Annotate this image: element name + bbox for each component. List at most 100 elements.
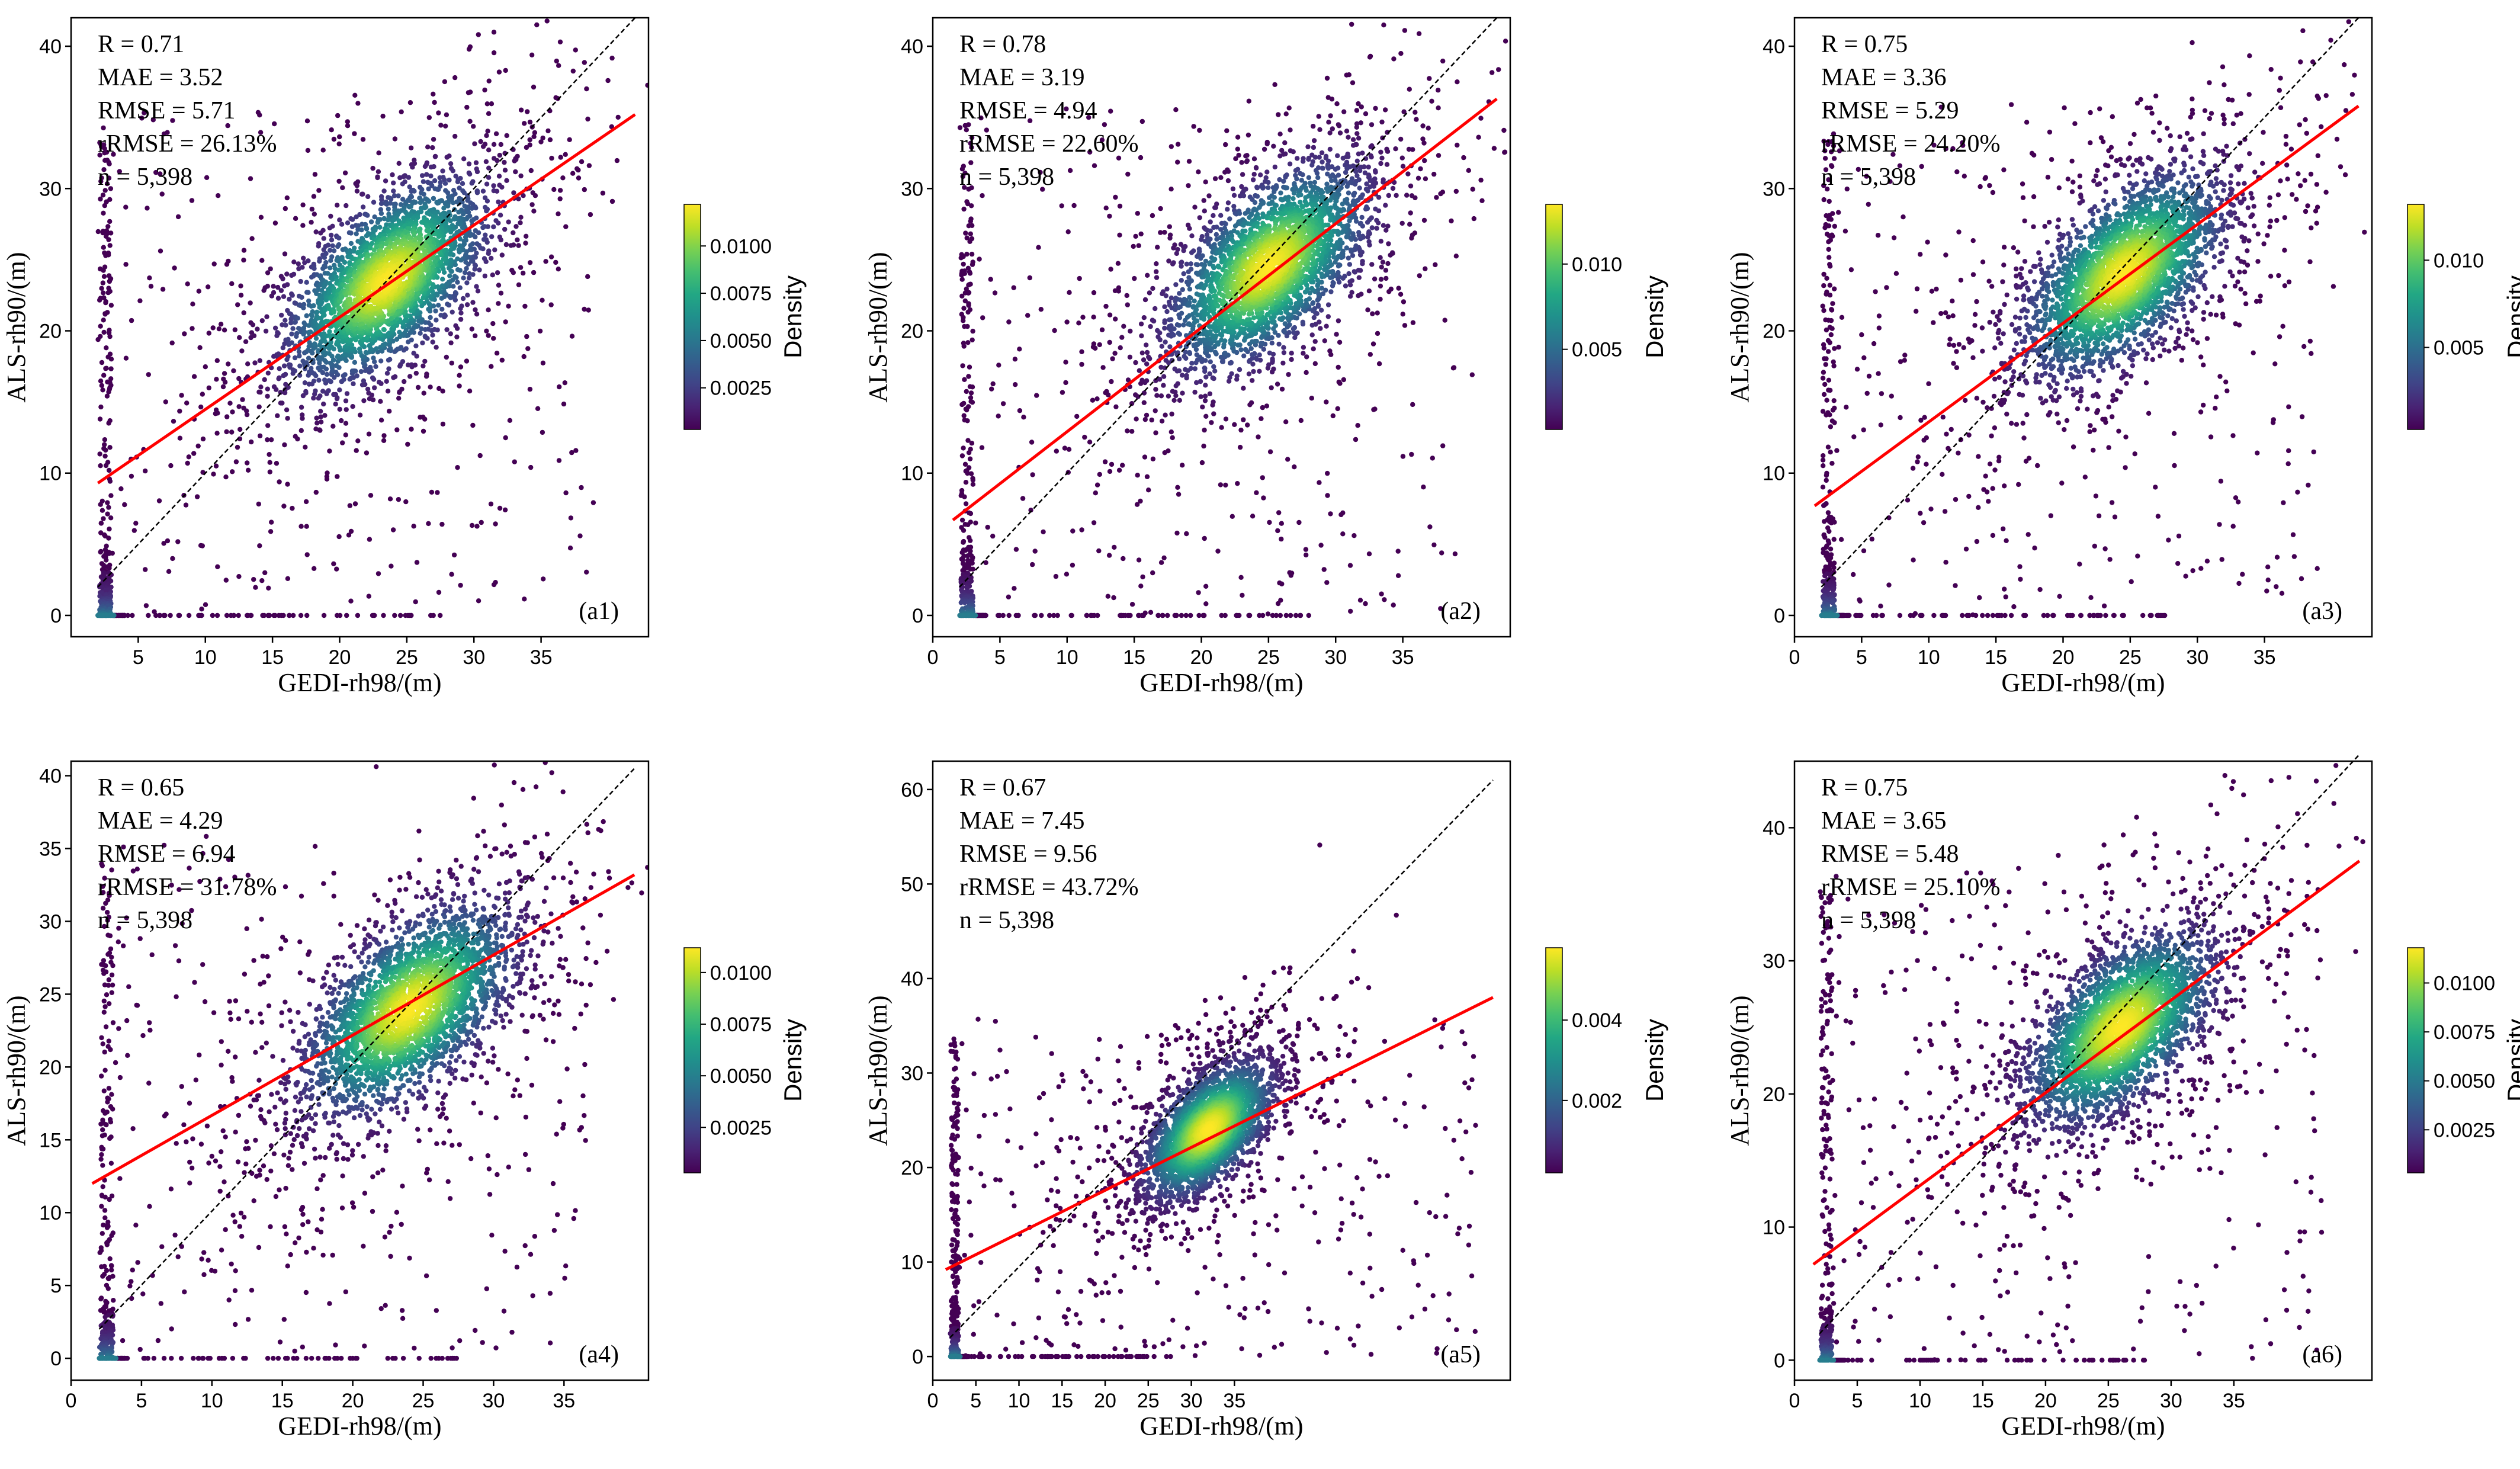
data-point <box>259 258 265 263</box>
data-point <box>1060 390 1065 395</box>
data-point <box>521 193 526 198</box>
data-point <box>445 203 451 209</box>
data-point <box>1175 246 1180 252</box>
data-point <box>467 118 473 124</box>
data-point <box>967 307 973 312</box>
data-point <box>352 501 358 506</box>
data-point <box>103 447 108 453</box>
data-point <box>238 293 244 298</box>
data-point <box>1188 612 1193 618</box>
data-point <box>1283 151 1288 156</box>
data-point <box>313 229 319 235</box>
data-point <box>381 216 387 222</box>
data-point <box>563 152 568 157</box>
data-point <box>968 231 973 236</box>
data-point <box>1129 602 1135 607</box>
data-point <box>1246 371 1252 377</box>
data-point <box>1153 306 1158 312</box>
data-point <box>463 235 468 240</box>
colorbar-tick-label: 0.0075 <box>710 283 772 305</box>
data-point <box>143 603 149 608</box>
data-point <box>482 195 488 201</box>
data-point <box>1305 144 1311 149</box>
data-point <box>1080 315 1086 320</box>
data-point <box>496 174 502 179</box>
data-point <box>354 214 359 220</box>
data-point <box>1304 552 1309 558</box>
data-point <box>1266 362 1272 367</box>
data-point <box>545 128 551 134</box>
data-point <box>496 301 501 306</box>
data-point <box>1408 210 1413 216</box>
data-point <box>1175 142 1181 147</box>
data-point <box>1144 361 1150 367</box>
data-point <box>962 377 967 382</box>
data-point <box>473 307 478 313</box>
data-point <box>322 264 328 270</box>
data-point <box>398 612 403 618</box>
data-point <box>306 258 311 264</box>
y-tick-label: 0 <box>50 605 62 627</box>
data-point <box>139 116 145 121</box>
data-point <box>965 418 970 424</box>
data-point <box>336 141 342 147</box>
data-point <box>540 360 546 365</box>
data-point <box>1270 356 1275 362</box>
data-point <box>1298 418 1304 424</box>
data-point <box>271 290 277 296</box>
data-point <box>329 237 335 243</box>
data-point <box>420 340 425 346</box>
data-point <box>1306 612 1311 618</box>
data-point <box>465 198 470 203</box>
data-point <box>101 274 107 279</box>
data-point <box>1198 379 1203 384</box>
data-point <box>488 501 494 506</box>
data-point <box>1231 193 1237 198</box>
data-point <box>486 175 492 180</box>
data-point <box>508 243 514 248</box>
data-point <box>1378 161 1383 166</box>
panel-label: (a1) <box>579 598 619 625</box>
data-point <box>970 476 975 481</box>
data-point <box>476 32 481 37</box>
data-point <box>961 254 966 259</box>
data-point <box>1287 570 1292 575</box>
data-point <box>1374 217 1379 223</box>
data-point <box>290 612 296 618</box>
data-point <box>327 329 332 334</box>
data-point <box>1107 312 1113 317</box>
data-point <box>584 86 589 92</box>
data-point <box>322 413 328 418</box>
data-point <box>99 286 104 291</box>
data-point <box>450 200 456 206</box>
data-point <box>265 393 270 399</box>
data-point <box>1466 168 1471 173</box>
data-point <box>1141 400 1147 405</box>
data-point <box>375 169 381 174</box>
data-point <box>544 18 550 24</box>
data-point <box>1287 161 1293 166</box>
data-point <box>275 296 281 301</box>
data-point <box>1203 413 1209 419</box>
data-point <box>1025 313 1031 318</box>
data-point <box>1423 176 1428 181</box>
data-point <box>97 416 103 422</box>
data-point <box>446 265 452 271</box>
data-point <box>1144 342 1149 348</box>
data-point <box>378 399 383 404</box>
data-point <box>454 334 460 339</box>
data-point <box>322 377 328 383</box>
data-point <box>1417 273 1422 278</box>
data-point <box>387 409 392 414</box>
data-point <box>383 178 389 184</box>
data-point <box>1386 241 1391 246</box>
data-point <box>466 275 472 281</box>
data-point <box>1238 427 1244 433</box>
data-point <box>480 224 486 230</box>
data-point <box>323 251 329 256</box>
data-point <box>384 241 389 246</box>
data-point <box>447 252 452 257</box>
data-point <box>412 188 417 194</box>
data-point <box>1393 146 1398 152</box>
